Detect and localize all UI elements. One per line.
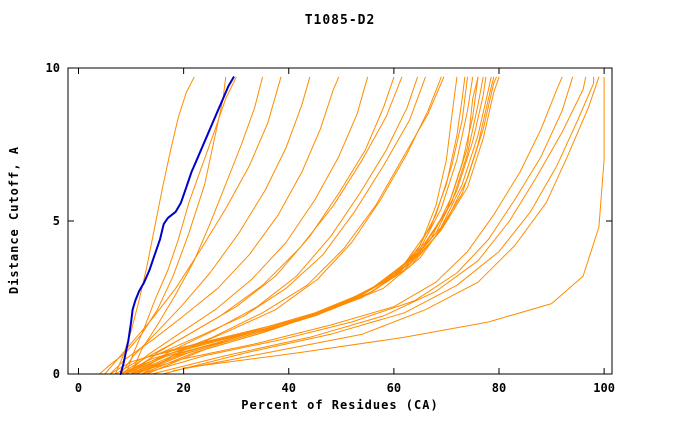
model-10-curve [135, 76, 418, 375]
model-24-curve [146, 76, 497, 375]
model-13-curve [130, 76, 445, 375]
x-tick-label: 20 [176, 381, 190, 395]
model-25-curve [135, 76, 500, 375]
model-29-curve [162, 76, 595, 375]
x-tick-label: 0 [75, 381, 82, 395]
model-02-curve [125, 76, 237, 375]
x-tick-label: 100 [593, 381, 615, 395]
y-tick-label: 5 [53, 214, 60, 228]
model-32-curve [99, 76, 227, 375]
x-axis-label: Percent of Residues (CA) [241, 398, 439, 412]
model-19-curve [120, 76, 479, 375]
model-05-curve [120, 76, 311, 375]
x-tick-label: 60 [387, 381, 401, 395]
chart-title: T1085-D2 [304, 13, 376, 28]
y-tick-label: 10 [46, 61, 60, 75]
model-04-curve [104, 76, 282, 375]
model-15-curve [114, 76, 466, 375]
model-06-curve [109, 76, 340, 375]
model-26-curve [130, 76, 563, 375]
model-12-curve [141, 76, 442, 375]
model-30-curve [172, 76, 600, 372]
model-22-curve [141, 76, 492, 375]
model-09-curve [120, 76, 403, 375]
model-11-curve [125, 76, 426, 375]
model-07-curve [125, 76, 369, 375]
highlighted-model-curve [119, 76, 235, 375]
y-tick-label: 0 [53, 367, 60, 381]
model-27-curve [141, 76, 574, 375]
model-03-curve [130, 76, 263, 375]
x-tick-label: 80 [492, 381, 506, 395]
model-18-curve [130, 76, 479, 375]
model-21-curve [125, 76, 484, 375]
model-31-curve [183, 76, 605, 369]
x-tick-label: 40 [282, 381, 296, 395]
model-20-curve [135, 76, 487, 375]
model-14-curve [109, 76, 458, 375]
model-17-curve [125, 76, 474, 375]
model-28-curve [151, 76, 587, 375]
model-16-curve [120, 76, 468, 375]
